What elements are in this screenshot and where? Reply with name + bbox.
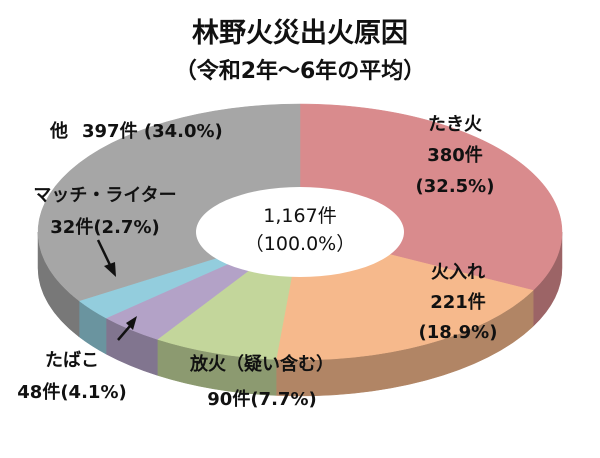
label-match-value: 32件(2.7%) [50,216,159,238]
chart-subtitle: （令和2年～6年の平均） [175,58,426,84]
label-takibi-count: 380件 [427,144,483,166]
label-hiire-count: 221件 [430,291,486,313]
center-percent: （100.0%） [245,233,355,255]
label-tabako-value: 48件(4.1%) [17,381,126,403]
label-houka-value: 90件(7.7%) [207,388,316,410]
label-tabako-name: たばこ [45,350,99,371]
pie-sides [37,231,563,397]
label-houka-name: 放火（疑い含む） [189,353,334,375]
donut-hole [196,187,404,277]
label-hiire-name: 火入れ [431,262,485,283]
arrow-tabako-head [126,316,137,330]
label-hiire-pct: (18.9%) [419,322,498,343]
arrow-tabako-line [117,325,131,341]
label-other-value: 397件 (34.0%) [82,120,223,142]
label-match-name: マッチ・ライター [33,185,176,206]
arrow-match-head [104,262,116,277]
label-takibi-pct: (32.5%) [416,176,495,197]
arrow-match-line [96,239,112,266]
center-total: 1,167件 [263,205,336,227]
label-other: 他 [49,120,68,142]
label-takibi-name: たき火 [428,114,483,135]
chart-title: 林野火災出火原因 [192,18,408,49]
